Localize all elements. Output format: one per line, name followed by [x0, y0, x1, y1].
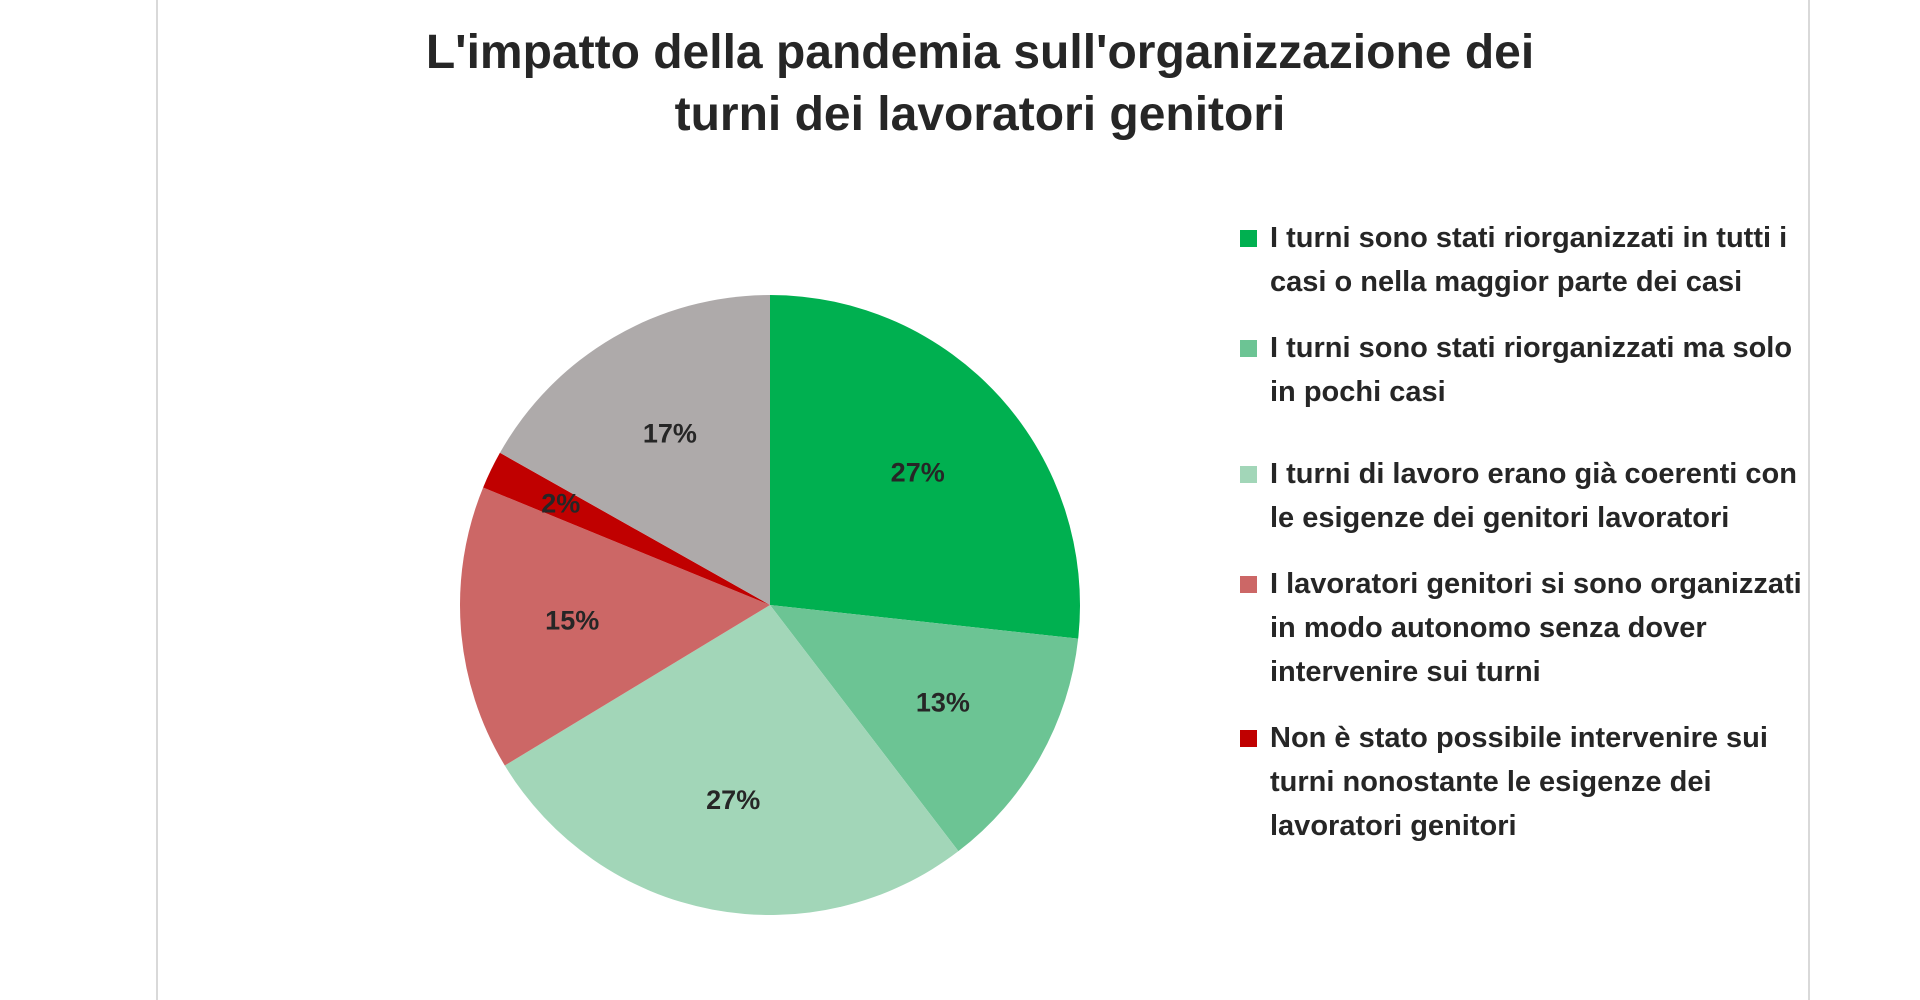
legend-label: I turni di lavoro erano già coerenti con… [1270, 458, 1797, 534]
chart-title-line-2: turni dei lavoratori genitori [674, 88, 1286, 141]
legend-label: I turni sono stati riorganizzati in tutt… [1270, 222, 1788, 298]
legend-label: Non è stato possibile intervenire sui tu… [1270, 722, 1768, 842]
legend-label: I lavoratori genitori si sono organizzat… [1270, 568, 1802, 688]
pie-slice-6-other [499, 295, 770, 605]
legend-item-organized-autonomously: I lavoratori genitori si sono organizzat… [1240, 562, 1820, 694]
chart-frame-right-border [1808, 0, 1810, 1000]
pie-slices [459, 295, 1080, 915]
legend-swatch [1240, 230, 1257, 247]
pie-data-label-6: 17% [643, 419, 697, 449]
legend-label: I turni sono stati riorganizzati ma solo… [1270, 332, 1793, 408]
legend-swatch [1240, 576, 1257, 593]
pie-slice-1-i-turni-sono-stati [770, 295, 1080, 639]
pie-data-label-5: 2% [541, 489, 580, 519]
pie-data-labels: 27% 13% 27% 15% 2% 17% [541, 419, 970, 815]
chart-title: L'impatto della pandemia sull'organizzaz… [180, 22, 1780, 146]
legend-item-not-possible: Non è stato possibile intervenire sui tu… [1240, 716, 1820, 848]
pie-data-label-3: 27% [706, 785, 760, 815]
chart-title-line-1: L'impatto della pandemia sull'organizzaz… [425, 26, 1535, 79]
pie-slice-4-i-lavoratori-genitori-si [459, 487, 770, 766]
pie-slice-2-i-turni-sono-stati [770, 605, 1079, 852]
pie-data-label-2: 13% [916, 687, 970, 717]
legend-swatch [1240, 340, 1257, 357]
legend-item-reorganized-most-cases: I turni sono stati riorganizzati in tutt… [1240, 216, 1820, 304]
legend-swatch [1240, 730, 1257, 747]
legend-item-already-consistent: I turni di lavoro erano già coerenti con… [1240, 452, 1820, 540]
legend-swatch [1240, 466, 1257, 483]
chart-frame-left-border [156, 0, 158, 1000]
legend-item-reorganized-few-cases: I turni sono stati riorganizzati ma solo… [1240, 326, 1820, 414]
pie-slice-3-i-turni-di-lavoro [504, 605, 959, 915]
pie-data-label-4: 15% [545, 605, 599, 635]
pie-data-label-1: 27% [891, 458, 945, 488]
pie-slice-5-non-e-stato-possibile [483, 452, 770, 605]
chart-legend: I turni sono stati riorganizzati in tutt… [1240, 216, 1820, 848]
